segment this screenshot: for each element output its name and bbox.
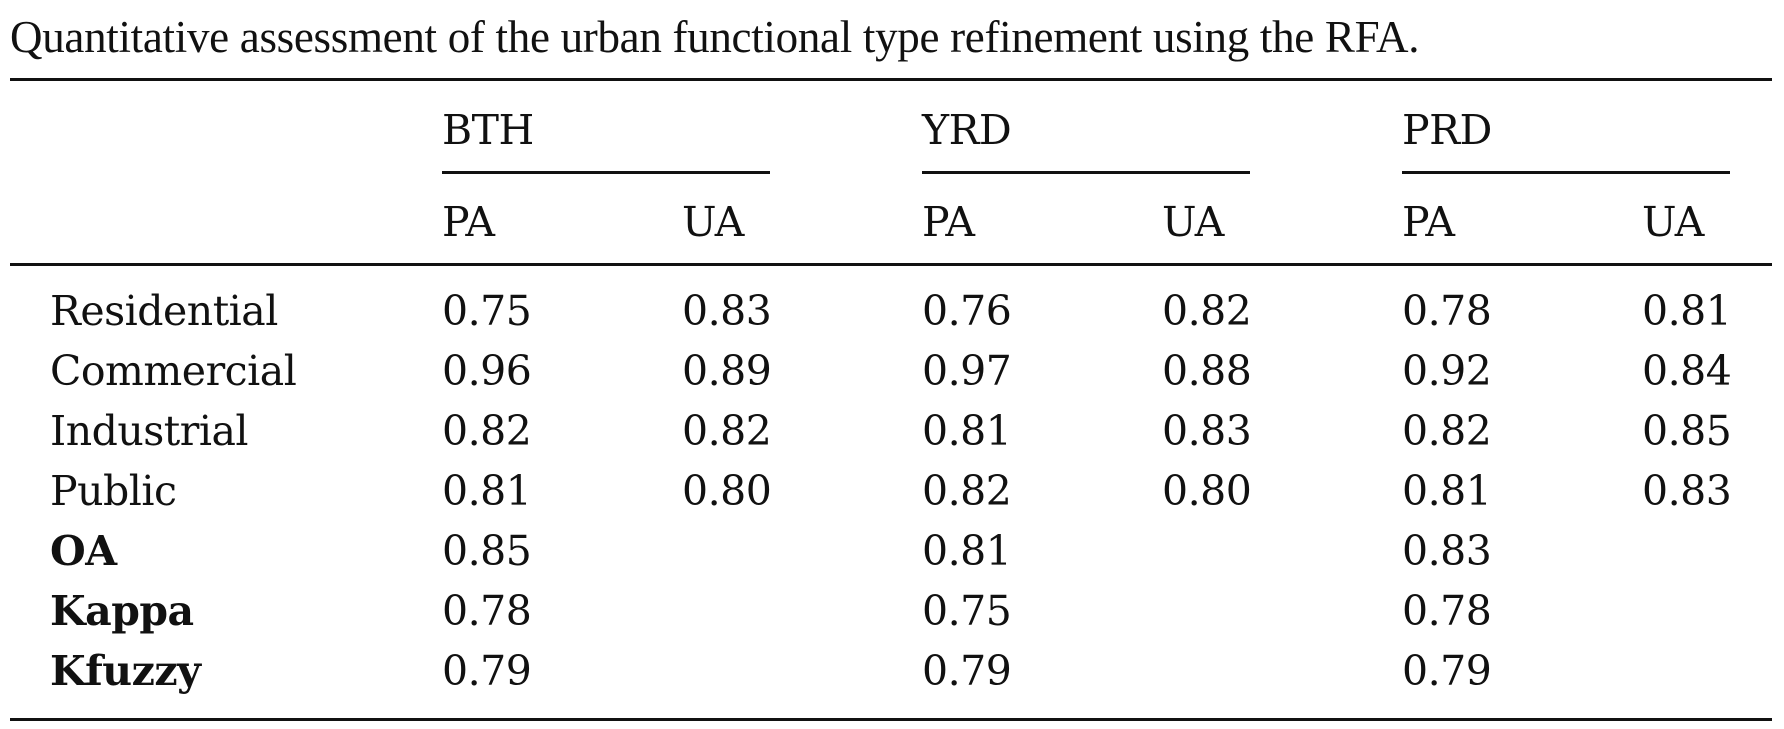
table-cell: 0.82 — [1402, 407, 1492, 455]
subheader-yrd-ua: UA — [1162, 198, 1224, 246]
table-cell: 0.76 — [922, 287, 1012, 335]
table-cell: 0.81 — [1402, 467, 1492, 515]
table-cell: 0.83 — [1162, 407, 1252, 455]
table-cell: 0.82 — [442, 407, 532, 455]
table-caption: Quantitative assessment of the urban fun… — [10, 12, 1420, 62]
group-rule-bth — [442, 171, 770, 174]
row-label: OA — [50, 527, 117, 575]
group-rule-yrd — [922, 171, 1250, 174]
table-cell: 0.81 — [1642, 287, 1732, 335]
subheader-bth-pa: PA — [442, 198, 495, 246]
table-cell: 0.97 — [922, 347, 1012, 395]
table-cell: 0.89 — [682, 347, 772, 395]
subheader-bth-ua: UA — [682, 198, 744, 246]
table-cell: 0.85 — [442, 527, 532, 575]
table-cell: 0.92 — [1402, 347, 1492, 395]
table-cell: 0.78 — [1402, 587, 1492, 635]
table-cell: 0.84 — [1642, 347, 1732, 395]
group-rule-prd — [1402, 171, 1730, 174]
table-cell: 0.96 — [442, 347, 532, 395]
row-label: Residential — [50, 287, 278, 335]
table-cell: 0.83 — [1402, 527, 1492, 575]
table-cell: 0.80 — [1162, 467, 1252, 515]
table-cell: 0.81 — [922, 407, 1012, 455]
table-cell: 0.81 — [922, 527, 1012, 575]
header-rule — [10, 263, 1772, 266]
table-cell: 0.88 — [1162, 347, 1252, 395]
table-cell: 0.80 — [682, 467, 772, 515]
table-cell: 0.81 — [442, 467, 532, 515]
top-rule — [10, 78, 1772, 81]
table-cell: 0.78 — [1402, 287, 1492, 335]
table-cell: 0.83 — [682, 287, 772, 335]
bottom-rule — [10, 718, 1772, 721]
table-cell: 0.82 — [682, 407, 772, 455]
subheader-prd-pa: PA — [1402, 198, 1455, 246]
table-cell: 0.82 — [922, 467, 1012, 515]
row-label: Industrial — [50, 407, 249, 455]
table-cell: 0.78 — [442, 587, 532, 635]
table-cell: 0.75 — [922, 587, 1012, 635]
group-header-yrd: YRD — [922, 106, 1012, 154]
table-cell: 0.83 — [1642, 467, 1732, 515]
subheader-prd-ua: UA — [1642, 198, 1704, 246]
group-header-bth: BTH — [442, 106, 534, 154]
subheader-yrd-pa: PA — [922, 198, 975, 246]
table-cell: 0.75 — [442, 287, 532, 335]
row-label: Public — [50, 467, 177, 515]
row-label: Kfuzzy — [50, 647, 201, 695]
row-label: Kappa — [50, 587, 194, 635]
group-header-prd: PRD — [1402, 106, 1492, 154]
table-cell: 0.79 — [442, 647, 532, 695]
table-cell: 0.85 — [1642, 407, 1732, 455]
table-cell: 0.82 — [1162, 287, 1252, 335]
table-cell: 0.79 — [922, 647, 1012, 695]
row-label: Commercial — [50, 347, 297, 395]
table-cell: 0.79 — [1402, 647, 1492, 695]
